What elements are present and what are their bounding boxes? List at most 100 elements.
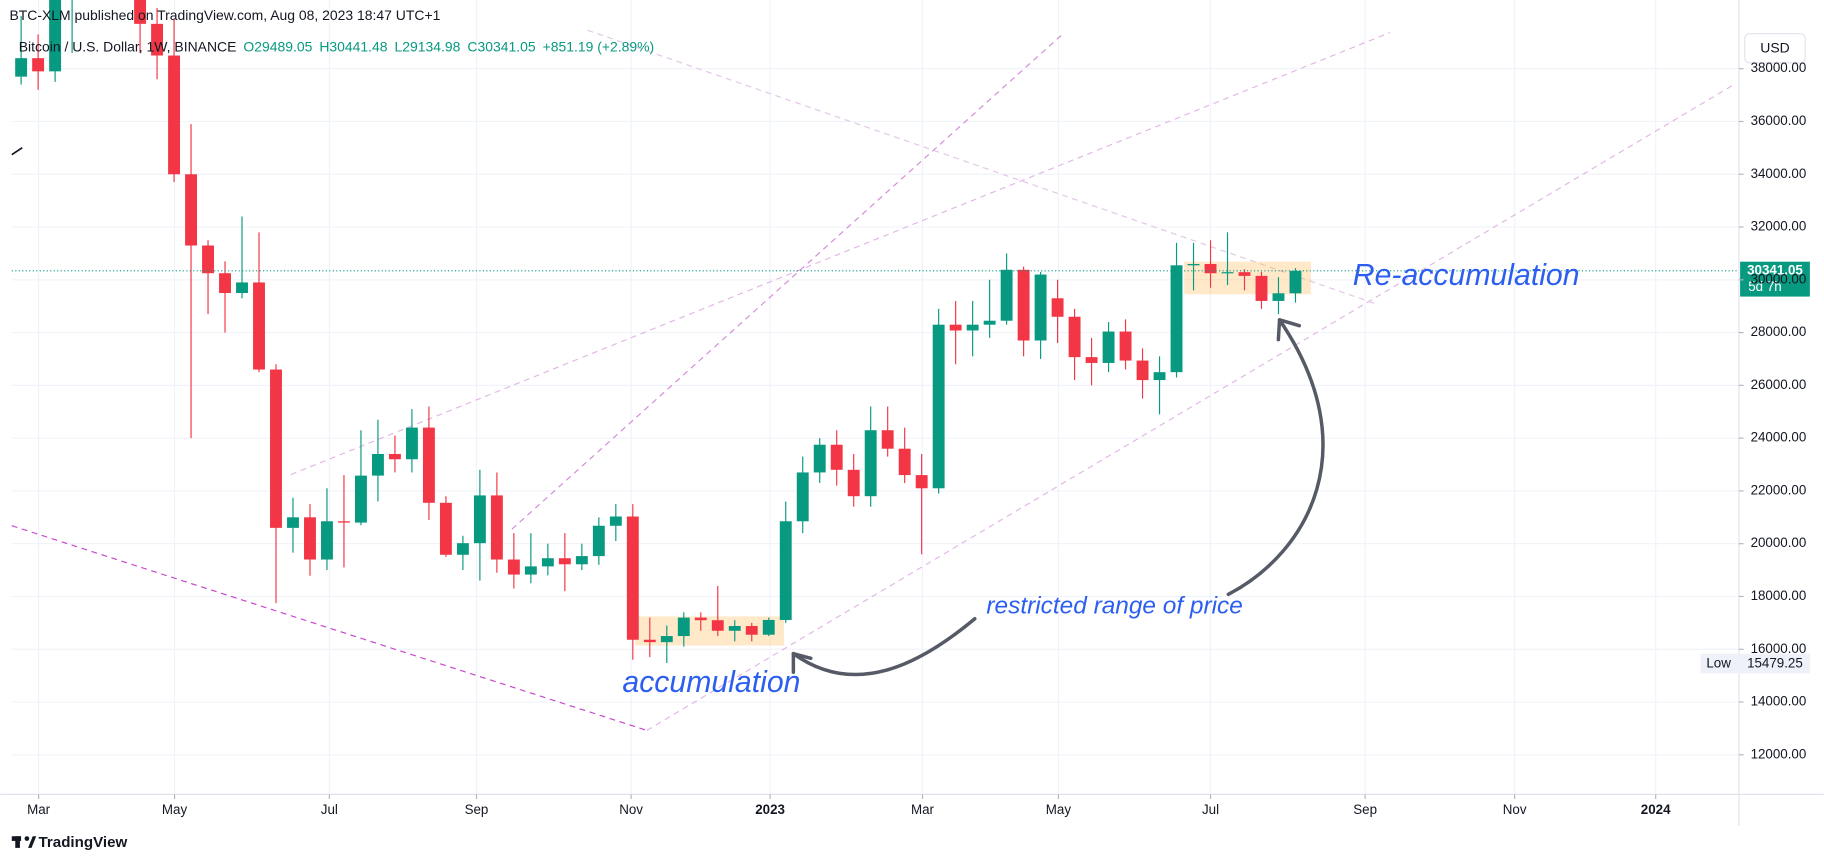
candle-body [15,58,28,77]
candle-body [49,0,62,72]
currency-button[interactable] [1744,33,1806,64]
candle-body [202,245,214,274]
y-tick-label: 38000.00 [1751,60,1807,75]
candle-body [915,475,928,489]
candle-body [1000,269,1013,321]
x-tick-label: Jul [1202,802,1219,817]
currency-label[interactable]: USD [1760,40,1789,56]
y-tick-label: 34000.00 [1751,166,1807,181]
annotation: accumulation [622,666,800,699]
candle-body [168,55,180,175]
footer-logo: TradingView [11,834,128,851]
trend-line [587,29,1379,306]
candle-body [864,430,877,497]
candle-body [643,639,656,643]
x-tick-label: Jul [321,802,338,817]
candle-body [321,521,333,560]
logo-mark [15,836,20,848]
candle-body [1170,265,1183,373]
trend-line [646,83,1736,731]
annotation: restricted range of price [986,593,1242,620]
candle-body [405,427,418,460]
candle-body [422,427,435,503]
candle-body [355,475,367,523]
candle-body [371,453,384,476]
x-tick-label: May [162,802,188,817]
candle-body [1034,274,1047,341]
candle-body [813,444,826,473]
y-tick-label: 30000.00 [1751,271,1807,286]
candle-body [677,617,690,637]
candle-body [1102,331,1115,363]
candle-body [575,556,588,565]
candle-body [338,521,350,523]
candle-body [304,517,316,560]
candle-body [524,566,537,575]
y-tick-label: 36000.00 [1751,113,1807,128]
legend-change: +851.19 (+2.89%) [543,38,655,54]
candle-body [626,516,639,640]
candle-body [1272,293,1285,301]
annotation: Re-accumulation [1353,259,1580,292]
candle-body [558,558,571,565]
candle-body [219,273,231,294]
candle-body [779,521,792,620]
candle-body [1187,263,1200,266]
arrow-head [1276,318,1302,342]
candle-body [796,472,809,522]
x-tick-label: Sep [1353,802,1377,817]
legend: Bitcoin / U.S. Dollar, 1W, BINANCE O29489… [19,38,654,54]
low-label-text: Low [1706,656,1731,671]
arrow [1226,318,1325,597]
candle-body [151,23,164,56]
last-price: 30341.05 [1747,263,1803,278]
candle-body [473,495,486,544]
countdown: 5d 7h [1748,279,1781,294]
last-price-box [1740,261,1810,297]
candle-body [881,430,894,449]
candle-body [1204,263,1217,274]
range-box [635,616,785,646]
x-tick-label: Sep [465,802,489,817]
candle-body [439,502,452,555]
candle-body [1017,269,1030,341]
legend-open: O29489.05 [243,38,312,54]
legend-low: L29134.98 [395,38,461,54]
candle-body [949,324,962,331]
candle-body [1289,270,1302,294]
y-tick-label: 20000.00 [1751,535,1807,550]
drawing-stub [11,146,23,156]
candle-body [1085,357,1098,363]
y-tick-label: 28000.00 [1751,324,1807,339]
candle-body [847,469,860,497]
candle-body [1255,275,1268,301]
y-tick-label: 16000.00 [1751,641,1807,656]
arrow [791,617,977,677]
candle-body [1153,372,1166,381]
candle-body [830,444,843,470]
candle-body [660,636,673,643]
candle-body [270,369,282,528]
candle-body [1068,316,1081,358]
x-tick-label: Nov [1503,802,1527,817]
candle-body [745,626,758,635]
candle-body [388,453,401,460]
candle-body [287,517,299,528]
x-tick-label: Mar [911,802,935,817]
x-tick-label: Nov [619,802,643,817]
x-tick-label: 2023 [755,802,785,817]
candle-body [983,320,996,325]
y-tick-label: 24000.00 [1751,430,1807,445]
y-tick-label: 22000.00 [1751,482,1807,497]
candle-body [253,282,265,370]
candle-body [1051,298,1064,317]
candle-body [490,495,503,560]
candle-body [236,282,248,294]
published-line: BTC-XLM published on TradingView.com, Au… [9,7,440,23]
candle-body [541,558,554,567]
legend-close: C30341.05 [467,38,535,54]
candle-body [1136,360,1149,381]
